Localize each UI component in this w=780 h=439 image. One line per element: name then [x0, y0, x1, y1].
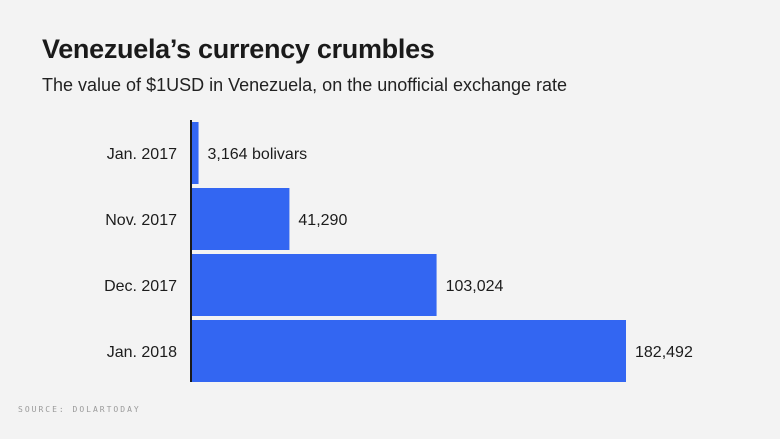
chart-subtitle: The value of $1USD in Venezuela, on the …: [42, 75, 568, 95]
category-label-2: Dec. 2017: [104, 278, 177, 295]
source-note: SOURCE: DOLARTODAY: [18, 405, 141, 414]
category-label-0: Jan. 2017: [107, 146, 177, 163]
value-label-2: 103,024: [446, 278, 504, 295]
category-label-1: Nov. 2017: [105, 212, 177, 229]
bar-0: [191, 122, 199, 184]
bar-2: [191, 254, 437, 316]
category-label-3: Jan. 2018: [107, 344, 177, 361]
bar-3: [191, 320, 626, 382]
bar-1: [191, 188, 290, 250]
value-label-1: 41,290: [298, 212, 347, 229]
value-label-3: 182,492: [635, 344, 693, 361]
value-label-0: 3,164 bolivars: [208, 146, 308, 163]
chart-title: Venezuela’s currency crumbles: [42, 34, 435, 64]
